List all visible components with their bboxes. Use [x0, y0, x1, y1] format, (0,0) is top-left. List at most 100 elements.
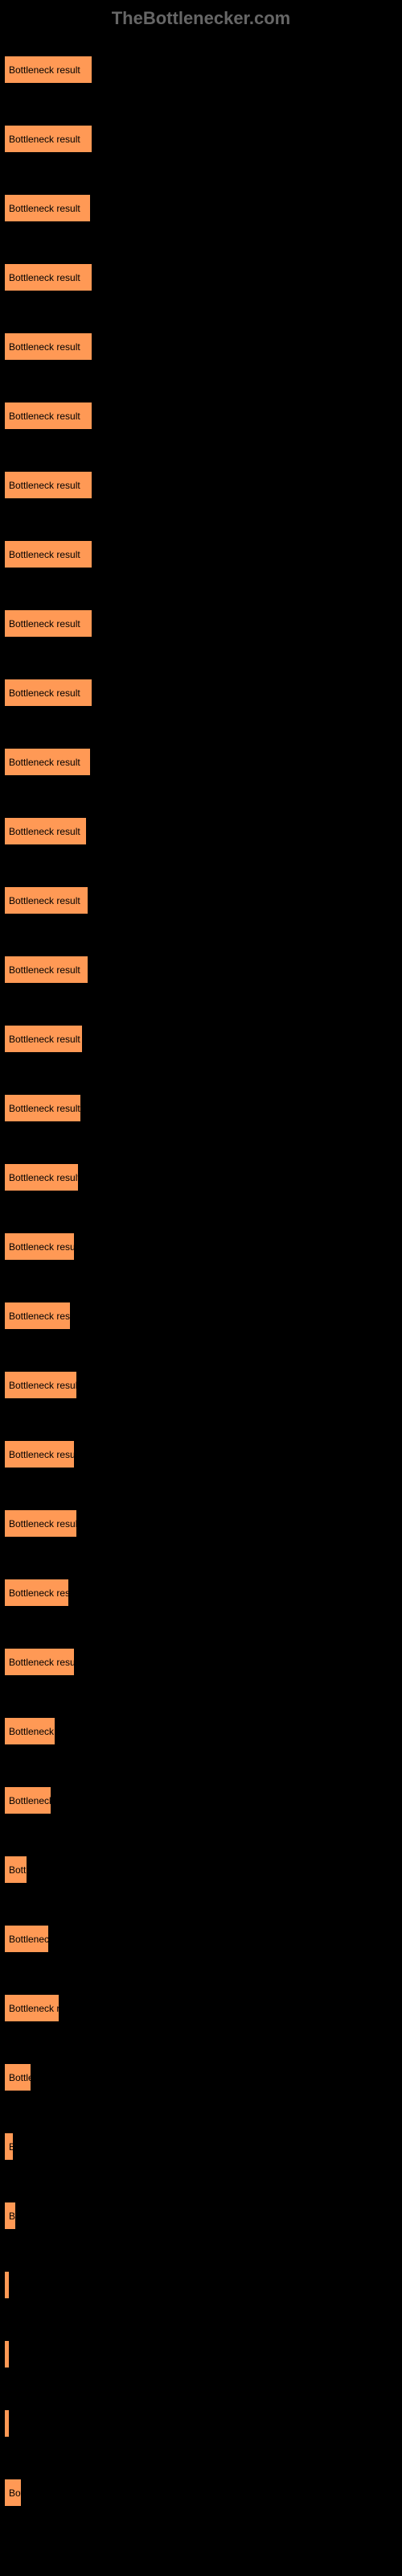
bar-category-label	[4, 595, 398, 609]
bar-row: Bottleneck result	[4, 1841, 398, 1910]
bar-row: Bottleneck result	[4, 2464, 398, 2533]
bar-category-label	[4, 1080, 398, 1094]
chart-bar: Bottleneck result	[4, 471, 92, 499]
chart-bar: Bottleneck result	[4, 679, 92, 707]
chart-bar: Bottleneck result	[4, 194, 91, 222]
bar-row: Bottleneck result	[4, 2326, 398, 2395]
chart-bar: Bottleneck result	[4, 2340, 10, 2368]
chart-bar: Bottleneck result	[4, 1094, 81, 1122]
chart-bar: Bottleneck result	[4, 2132, 14, 2161]
chart-bar: Bottleneck result	[4, 748, 91, 776]
bar-row: Bottleneck result	[4, 872, 398, 941]
chart-bar: Bottleneck result	[4, 1856, 27, 1884]
bar-row: Bottleneck result	[4, 2187, 398, 2256]
chart-bar: Bottleneck result	[4, 1717, 55, 1745]
bar-category-label	[4, 2187, 398, 2202]
chart-bar: Bottleneck result	[4, 956, 88, 984]
bar-category-label	[4, 1703, 398, 1717]
bar-category-label	[4, 180, 398, 194]
bar-category-label	[4, 2118, 398, 2132]
chart-bar: Bottleneck result	[4, 2409, 10, 2438]
chart-bar: Bottleneck result	[4, 2271, 10, 2299]
bar-category-label	[4, 1218, 398, 1232]
bar-category-label	[4, 664, 398, 679]
bar-category-label	[4, 2256, 398, 2271]
bar-category-label	[4, 1149, 398, 1163]
bar-row: Bottleneck result	[4, 1564, 398, 1633]
bar-row: Bottleneck result	[4, 1495, 398, 1564]
chart-bar: Bottleneck result	[4, 2063, 31, 2091]
bar-row: Bottleneck result	[4, 2395, 398, 2464]
chart-bar: Bottleneck result	[4, 263, 92, 291]
bar-row: Bottleneck result	[4, 2118, 398, 2187]
bar-category-label	[4, 387, 398, 402]
bar-row: Bottleneck result	[4, 2049, 398, 2118]
bar-row: Bottleneck result	[4, 1149, 398, 1218]
bar-row: Bottleneck result	[4, 318, 398, 387]
bar-category-label	[4, 1910, 398, 1925]
chart-bar: Bottleneck result	[4, 1786, 51, 1814]
bar-row: Bottleneck result	[4, 2256, 398, 2326]
bar-row: Bottleneck result	[4, 941, 398, 1010]
chart-bar: Bottleneck result	[4, 402, 92, 430]
bar-category-label	[4, 249, 398, 263]
bar-category-label	[4, 2395, 398, 2409]
bar-category-label	[4, 1564, 398, 1579]
chart-bar: Bottleneck result	[4, 2202, 16, 2230]
chart-bar: Bottleneck result	[4, 1371, 77, 1399]
chart-bar: Bottleneck result	[4, 1925, 49, 1953]
bar-row: Bottleneck result	[4, 1356, 398, 1426]
chart-bar: Bottleneck result	[4, 1648, 75, 1676]
bar-category-label	[4, 41, 398, 56]
bar-row: Bottleneck result	[4, 1287, 398, 1356]
bar-row: Bottleneck result	[4, 387, 398, 456]
bar-row: Bottleneck result	[4, 1910, 398, 1979]
bar-category-label	[4, 1287, 398, 1302]
bar-category-label	[4, 733, 398, 748]
bar-row: Bottleneck result	[4, 1703, 398, 1772]
bar-row: Bottleneck result	[4, 456, 398, 526]
bar-row: Bottleneck result	[4, 110, 398, 180]
chart-bar: Bottleneck result	[4, 609, 92, 638]
chart-bar: Bottleneck result	[4, 125, 92, 153]
chart-bar: Bottleneck result	[4, 332, 92, 361]
chart-bar: Bottleneck result	[4, 817, 87, 845]
bar-row: Bottleneck result	[4, 733, 398, 803]
bar-row: Bottleneck result	[4, 1218, 398, 1287]
bar-row: Bottleneck result	[4, 595, 398, 664]
bar-category-label	[4, 2464, 398, 2479]
chart-bar: Bottleneck result	[4, 1163, 79, 1191]
bar-category-label	[4, 1495, 398, 1509]
bar-category-label	[4, 456, 398, 471]
bar-category-label	[4, 318, 398, 332]
bar-category-label	[4, 941, 398, 956]
bar-row: Bottleneck result	[4, 1772, 398, 1841]
chart-bar: Bottleneck result	[4, 1994, 59, 2022]
bar-category-label	[4, 1633, 398, 1648]
chart-bar: Bottleneck result	[4, 1232, 75, 1261]
bar-row: Bottleneck result	[4, 803, 398, 872]
bar-category-label	[4, 2326, 398, 2340]
bar-row: Bottleneck result	[4, 1633, 398, 1703]
bar-category-label	[4, 1356, 398, 1371]
bar-row: Bottleneck result	[4, 1426, 398, 1495]
bar-category-label	[4, 803, 398, 817]
chart-bar: Bottleneck result	[4, 540, 92, 568]
watermark-text: TheBottlenecker.com	[4, 8, 398, 29]
bar-chart: Bottleneck result Bottleneck result Bottle…	[4, 41, 398, 2537]
bar-category-label	[4, 2049, 398, 2063]
bar-row: Bottleneck result	[4, 249, 398, 318]
chart-bar: Bottleneck result	[4, 2479, 22, 2507]
bar-row: Bottleneck result	[4, 664, 398, 733]
bar-row: Bottleneck result	[4, 1010, 398, 1080]
bar-category-label	[4, 1426, 398, 1440]
bar-category-label	[4, 1979, 398, 1994]
chart-bar: Bottleneck result	[4, 1302, 71, 1330]
bar-category-label	[4, 526, 398, 540]
bar-row: Bottleneck result	[4, 526, 398, 595]
chart-bar: Bottleneck result	[4, 1025, 83, 1053]
bar-row: Bottleneck result	[4, 1080, 398, 1149]
bar-category-label	[4, 1772, 398, 1786]
chart-bar: Bottleneck result	[4, 1509, 77, 1538]
chart-bar: Bottleneck result	[4, 56, 92, 84]
